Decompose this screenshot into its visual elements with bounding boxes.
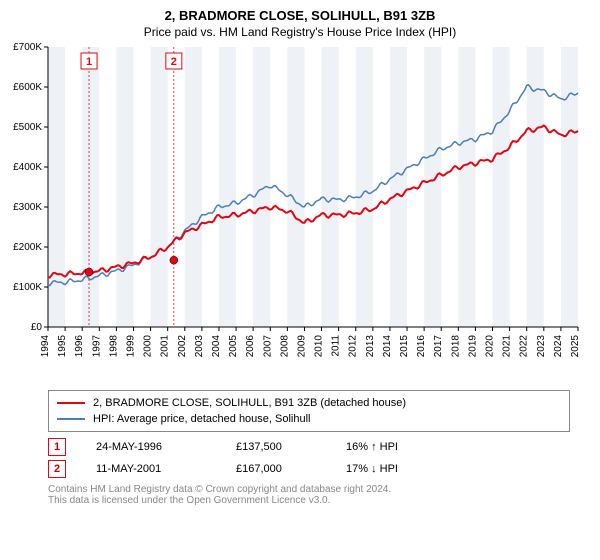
svg-text:2004: 2004 [211,335,222,358]
sale-row: 2 11-MAY-2001 £167,000 17% ↓ HPI [48,458,570,480]
svg-text:£0: £0 [31,322,43,333]
svg-text:2006: 2006 [245,335,256,358]
sale-date: 11-MAY-2001 [96,463,206,475]
svg-text:2000: 2000 [143,335,154,358]
svg-text:2009: 2009 [296,335,307,358]
footer-line: This data is licensed under the Open Gov… [48,495,570,506]
svg-text:2008: 2008 [279,335,290,358]
svg-text:£300K: £300K [13,202,42,213]
legend-swatch [57,402,85,404]
svg-text:1996: 1996 [74,335,85,358]
svg-text:2011: 2011 [331,335,342,357]
address-title: 2, BRADMORE CLOSE, SOLIHULL, B91 3ZB [0,8,600,23]
chart-area: £0 £100K £200K £300K £400K £500K £600K £700K 199… [0,39,600,384]
svg-text:2007: 2007 [262,335,273,358]
svg-text:1999: 1999 [125,335,136,358]
svg-text:1997: 1997 [91,335,102,358]
svg-text:2016: 2016 [416,335,427,358]
sale-marker-num: 2 [54,463,60,475]
svg-text:2021: 2021 [502,335,513,358]
svg-text:2019: 2019 [467,335,478,358]
legend-swatch [57,418,85,420]
svg-text:2015: 2015 [399,335,410,358]
sale-price: £137,500 [236,441,316,453]
svg-text:2: 2 [171,56,177,68]
footer-line: Contains HM Land Registry data © Crown c… [48,484,570,495]
svg-text:2020: 2020 [485,335,496,358]
svg-text:2018: 2018 [450,335,461,358]
svg-text:2010: 2010 [314,335,325,358]
sale-delta: 16% ↑ HPI [346,441,446,453]
svg-text:2017: 2017 [433,335,444,358]
attribution-footer: Contains HM Land Registry data © Crown c… [48,484,570,506]
svg-text:1998: 1998 [108,335,119,358]
sale-marker-icon: 2 [48,460,66,478]
svg-text:£500K: £500K [13,122,42,133]
legend-box: 2, BRADMORE CLOSE, SOLIHULL, B91 3ZB (de… [48,390,570,432]
svg-text:2005: 2005 [228,335,239,358]
line-chart-svg: £0 £100K £200K £300K £400K £500K £600K £700K 199… [0,39,600,379]
svg-text:2013: 2013 [365,335,376,358]
svg-text:1: 1 [86,56,92,68]
legend-item: HPI: Average price, detached house, Soli… [57,411,561,427]
sale-row: 1 24-MAY-1996 £137,500 16% ↑ HPI [48,436,570,458]
chart-container: 2, BRADMORE CLOSE, SOLIHULL, B91 3ZB Pri… [0,0,600,506]
svg-text:2025: 2025 [570,335,581,358]
svg-text:2024: 2024 [553,335,564,358]
sale-marker-icon: 1 [48,438,66,456]
sale-date: 24-MAY-1996 [96,441,206,453]
svg-text:£600K: £600K [13,82,42,93]
svg-text:1995: 1995 [57,335,68,358]
svg-text:2023: 2023 [536,335,547,358]
sale-price: £167,000 [236,463,316,475]
legend-label: 2, BRADMORE CLOSE, SOLIHULL, B91 3ZB (de… [93,397,406,409]
svg-text:2022: 2022 [519,335,530,358]
sale-marker-num: 1 [54,441,60,453]
svg-text:£700K: £700K [13,42,42,53]
title-block: 2, BRADMORE CLOSE, SOLIHULL, B91 3ZB Pri… [0,0,600,39]
sales-table: 1 24-MAY-1996 £137,500 16% ↑ HPI 2 11-MA… [48,436,570,480]
subtitle: Price paid vs. HM Land Registry's House … [0,25,600,39]
sale-delta: 17% ↓ HPI [346,463,446,475]
svg-text:2014: 2014 [382,335,393,358]
svg-text:£400K: £400K [13,162,42,173]
svg-text:£200K: £200K [13,242,42,253]
svg-text:2003: 2003 [194,335,205,358]
svg-text:2001: 2001 [160,335,171,358]
svg-text:£100K: £100K [13,282,42,293]
svg-text:2012: 2012 [348,335,359,358]
svg-text:1994: 1994 [40,335,51,358]
svg-text:2002: 2002 [177,335,188,358]
legend-label: HPI: Average price, detached house, Soli… [93,413,311,425]
legend-item: 2, BRADMORE CLOSE, SOLIHULL, B91 3ZB (de… [57,395,561,411]
